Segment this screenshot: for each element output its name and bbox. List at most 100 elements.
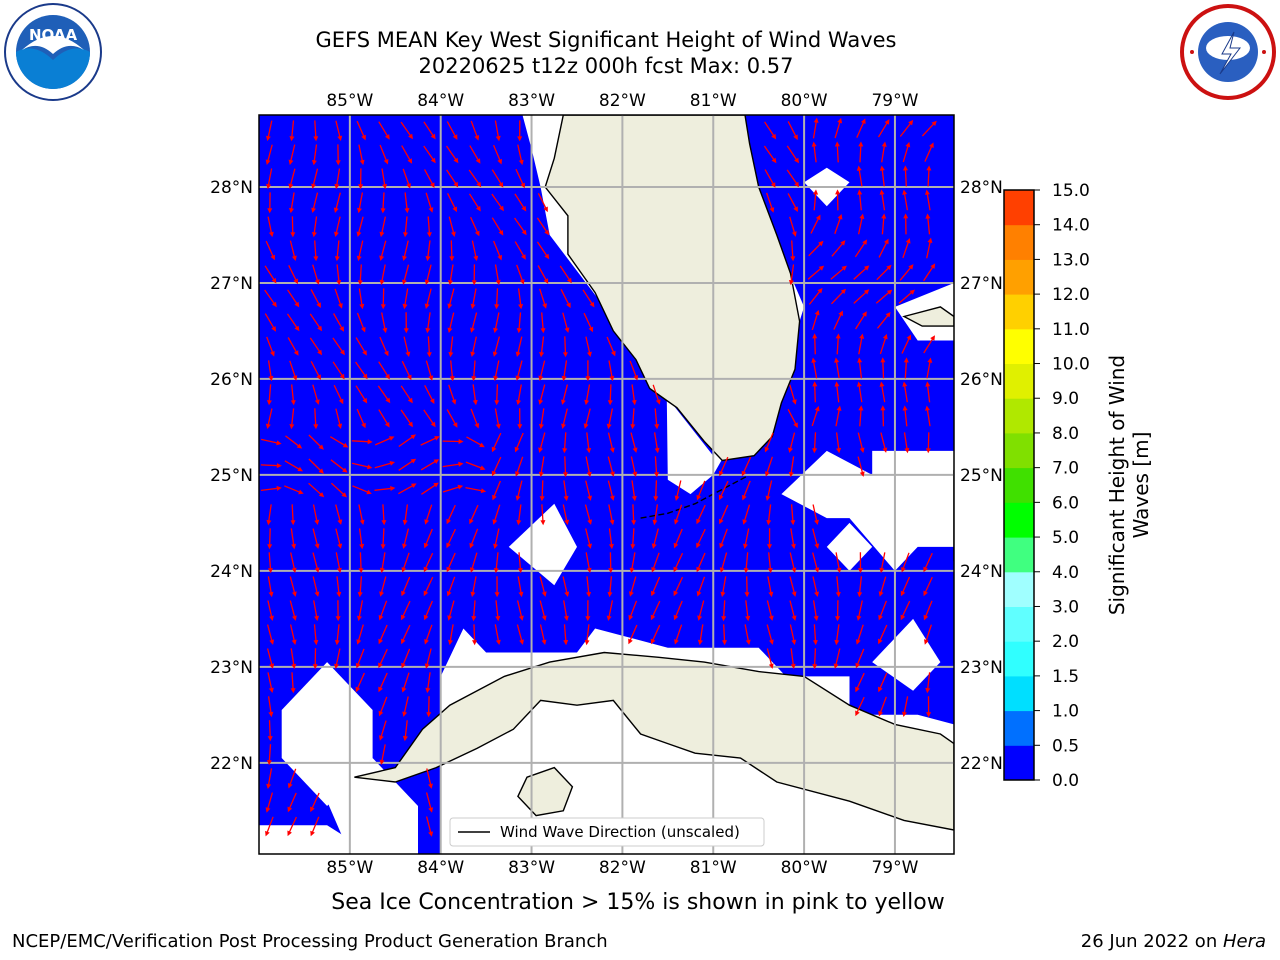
wave-arrow-shaft <box>541 504 544 523</box>
wave-arrow-shaft <box>289 360 297 379</box>
wave-arrow-head <box>745 615 751 622</box>
wave-arrow-head <box>904 447 910 454</box>
wave-arrow-shaft <box>901 336 911 354</box>
no-data-patch <box>508 503 577 586</box>
wave-arrow-head <box>790 256 796 262</box>
wave-arrow-shaft <box>881 168 885 187</box>
wave-arrow-shaft <box>515 432 524 450</box>
wave-arrow-head <box>355 662 361 669</box>
wave-arrow-shaft <box>925 624 933 643</box>
florida-keys <box>640 474 750 519</box>
wave-arrow-shaft <box>378 361 389 378</box>
wave-arrow-head <box>474 230 480 237</box>
wave-arrow-head <box>288 183 294 189</box>
wave-arrow-head <box>452 206 457 213</box>
wave-arrow-shaft <box>879 336 887 355</box>
wave-arrow-head <box>446 566 452 573</box>
wave-arrow-head <box>424 639 429 645</box>
wave-arrow-shaft <box>472 600 476 619</box>
wave-arrow-head <box>470 327 475 333</box>
wave-arrow-head <box>316 374 321 380</box>
wave-arrow-shaft <box>426 288 432 307</box>
wave-arrow-head <box>480 465 486 471</box>
wave-arrow-head <box>410 434 416 440</box>
wave-arrow-shaft <box>584 408 591 427</box>
wave-arrow-shaft <box>446 169 458 186</box>
wave-arrow-head <box>359 543 365 550</box>
wave-arrow-head <box>290 232 296 238</box>
wave-arrow-head <box>367 464 373 470</box>
wave-arrow-head <box>540 328 546 334</box>
wave-arrow-head <box>406 374 412 381</box>
wave-arrow-head <box>650 638 656 645</box>
wave-arrow-head <box>311 232 317 238</box>
wave-arrow-head <box>401 638 406 645</box>
wave-arrow-head <box>517 424 523 430</box>
wave-arrow-head <box>813 640 818 646</box>
wave-arrow-head <box>585 376 591 382</box>
wave-arrow-head <box>923 566 928 573</box>
wave-arrow-shaft <box>403 336 409 355</box>
wave-arrow-head <box>818 240 824 247</box>
wave-arrow-shaft <box>356 672 365 690</box>
wave-arrow-head <box>835 616 841 622</box>
wave-arrow-shaft <box>267 408 273 427</box>
wave-arrow-shaft <box>814 336 816 355</box>
wave-arrow-shaft <box>764 121 776 138</box>
wave-arrow-head <box>696 494 702 501</box>
wave-arrow-head <box>855 639 861 645</box>
wave-arrow-shaft <box>447 193 457 210</box>
wave-arrow-shaft <box>404 720 408 739</box>
wave-arrow-head <box>519 279 525 285</box>
wave-arrow-head <box>292 375 298 381</box>
wave-arrow-head <box>813 117 819 123</box>
wave-arrow-head <box>541 639 547 645</box>
wave-arrow-shaft <box>857 600 863 619</box>
wave-arrow-shaft <box>355 337 366 354</box>
wave-arrow-shaft <box>336 264 340 283</box>
wave-arrow-shaft <box>875 291 891 304</box>
wave-arrow-shaft <box>812 120 818 139</box>
wave-arrow-shaft <box>382 288 385 307</box>
wave-arrow-head <box>318 492 325 498</box>
wave-arrow-head <box>655 399 661 405</box>
wave-arrow-head <box>543 278 549 284</box>
wave-arrow-shaft <box>743 504 751 523</box>
wave-arrow-head <box>378 615 384 621</box>
wave-arrow-head <box>469 567 475 573</box>
wave-arrow-shaft <box>403 528 410 547</box>
lat-label-right: 27°N <box>960 274 1003 294</box>
wave-arrow-shaft <box>790 648 795 667</box>
wave-arrow-shaft <box>516 624 523 643</box>
wave-arrow-head <box>433 482 439 488</box>
wave-arrow-head <box>452 134 458 140</box>
wave-arrow-shaft <box>310 289 321 306</box>
wave-arrow-head <box>818 265 825 271</box>
wave-arrow-head <box>859 333 865 339</box>
wave-arrow-shaft <box>609 576 613 595</box>
wave-arrow-shaft <box>402 672 410 691</box>
wave-arrow-head <box>289 136 295 142</box>
wave-arrow-head <box>336 280 342 286</box>
wave-arrow-head <box>359 303 365 310</box>
wave-arrow-head <box>561 423 566 429</box>
wave-arrow-shaft <box>308 434 323 449</box>
wave-arrow-shaft <box>289 624 296 643</box>
wave-arrow-shaft <box>879 600 888 618</box>
wave-arrow-shaft <box>448 312 455 331</box>
wave-arrow-shaft <box>563 600 568 619</box>
wave-arrow-shaft <box>903 696 909 715</box>
wave-arrow-shaft <box>290 408 295 427</box>
wave-arrow-head <box>814 309 820 316</box>
wave-arrow-head <box>293 350 299 356</box>
wave-arrow-shaft <box>284 485 302 494</box>
wave-arrow-shaft <box>380 216 387 235</box>
wave-arrow-head <box>268 687 274 693</box>
wave-arrow-head <box>767 544 772 550</box>
wave-arrow-head <box>401 614 406 621</box>
wave-arrow-head <box>314 399 320 405</box>
wave-arrow-head <box>793 422 798 428</box>
wave-arrow-shaft <box>585 480 591 499</box>
wave-arrow-head <box>841 265 847 271</box>
wave-arrow-head <box>469 518 474 525</box>
